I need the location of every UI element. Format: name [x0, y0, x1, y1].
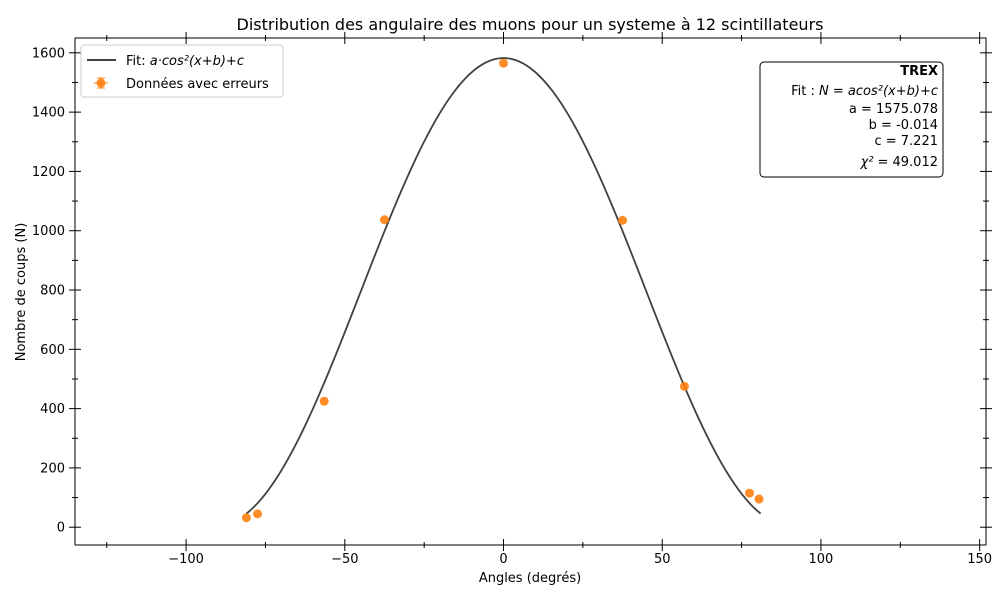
y-tick-label: 800 [40, 284, 65, 299]
y-axis-label: Nombre de coups (N) [14, 223, 29, 362]
data-point [618, 215, 628, 225]
x-axis-label: Angles (degrés) [479, 571, 581, 586]
data-point [379, 215, 389, 225]
x-tick-label: −100 [168, 552, 204, 567]
y-tick-label: 0 [57, 521, 65, 536]
data-point [745, 488, 755, 498]
data-point [679, 381, 689, 391]
x-tick-label: 50 [654, 552, 671, 567]
data-point [253, 509, 263, 519]
x-tick-label: 100 [809, 552, 834, 567]
data-points-layer [241, 58, 764, 523]
y-tick-label: 400 [40, 402, 65, 417]
y-tick-label: 1200 [32, 165, 65, 180]
legend: Fit: a·cos²(x+b)+c Données avec erreurs [80, 44, 284, 98]
data-point [241, 513, 251, 523]
y-tick-label: 1000 [32, 224, 65, 239]
y-tick-label: 200 [40, 461, 65, 476]
y-tick-label: 1400 [32, 106, 65, 121]
legend-frame [80, 44, 284, 98]
x-tick-label: 0 [499, 552, 507, 567]
chart-title: Distribution des angulaire des muons pou… [237, 15, 824, 34]
fit-info-chi2: χ² = 49.012 [860, 155, 938, 170]
axis-ticks: −100 −50 0 50 100 150 0 200 400 600 800 1000 1200 140… [32, 32, 992, 567]
fit-info-a: a = 1575.078 [849, 102, 938, 117]
fit-info-box: TREX Fit : N = acos²(x+b)+c a = 1575.078… [759, 61, 944, 178]
fit-info-frame [759, 61, 944, 178]
x-tick-label: 150 [967, 552, 992, 567]
fit-curve [245, 57, 762, 515]
fit-info-b: b = -0.014 [869, 118, 938, 133]
data-point [499, 58, 509, 68]
plot-frame [74, 37, 987, 546]
data-point [754, 494, 764, 504]
data-point [319, 396, 329, 406]
fit-info-title: TREX [900, 64, 938, 79]
x-tick-label: −50 [331, 552, 358, 567]
y-tick-label: 1600 [32, 46, 65, 61]
fit-info-c: c = 7.221 [874, 134, 938, 149]
fit-curve-layer [245, 57, 762, 515]
legend-fit-label: Fit: a·cos²(x+b)+c [126, 54, 244, 69]
fit-info-formula: Fit : N = acos²(x+b)+c [791, 84, 938, 99]
legend-data-label: Données avec erreurs [126, 77, 269, 92]
y-tick-label: 600 [40, 343, 65, 358]
legend-data-swatch [94, 77, 108, 89]
